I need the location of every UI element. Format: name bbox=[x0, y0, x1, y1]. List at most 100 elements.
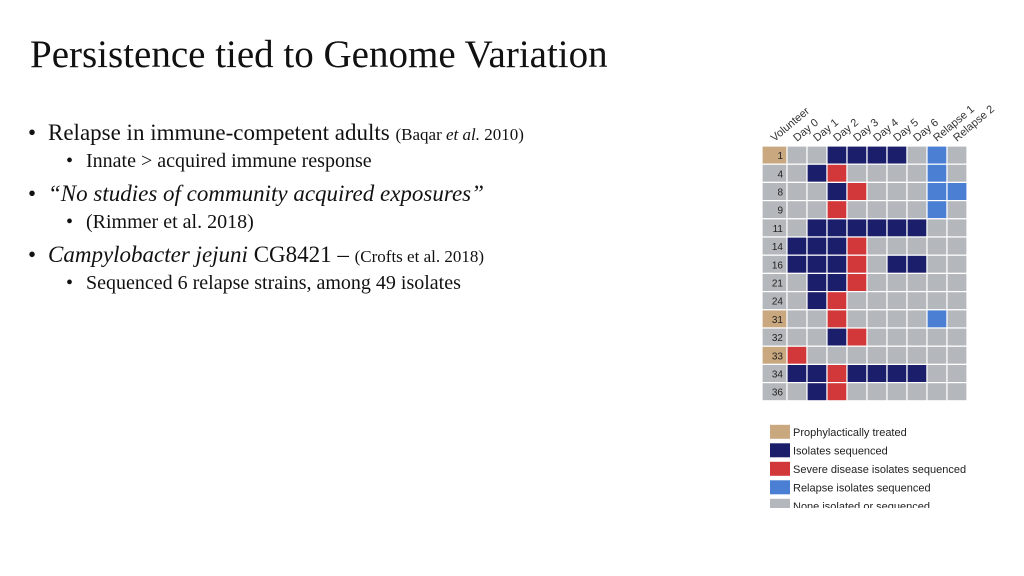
heat-cell bbox=[926, 218, 948, 238]
legend-label: Severe disease isolates sequenced bbox=[793, 464, 966, 476]
heat-cell bbox=[806, 309, 828, 329]
bullet-text: Relapse in immune-competent adults bbox=[48, 120, 396, 145]
heat-cell bbox=[826, 291, 848, 311]
heat-cell bbox=[866, 236, 888, 256]
heat-cell bbox=[826, 327, 848, 347]
heat-cell bbox=[806, 236, 828, 256]
heat-cell bbox=[886, 309, 908, 329]
heat-cell bbox=[886, 254, 908, 274]
heat-cell bbox=[886, 291, 908, 311]
heat-cell bbox=[886, 163, 908, 183]
heat-cell bbox=[846, 272, 868, 293]
heat-cell bbox=[926, 181, 948, 202]
bullet-text: Sequenced 6 relapse strains, among 49 is… bbox=[86, 272, 461, 294]
bullet: Innate > acquired immune response bbox=[28, 150, 728, 173]
heat-cell bbox=[946, 199, 968, 220]
heat-cell bbox=[886, 145, 908, 165]
heat-cell bbox=[946, 309, 968, 329]
heat-cell bbox=[846, 382, 868, 402]
heat-cell bbox=[806, 145, 828, 165]
bullet: Campylobacter jejuni CG8421 – (Crofts et… bbox=[28, 242, 728, 268]
heat-cell bbox=[946, 145, 968, 165]
bullet-text: “No studies of community acquired exposu… bbox=[48, 181, 484, 206]
heat-cell bbox=[886, 199, 908, 220]
heat-cell bbox=[886, 181, 908, 202]
heat-cell bbox=[846, 345, 868, 366]
heat-cell bbox=[826, 363, 848, 384]
heat-cell bbox=[846, 218, 868, 238]
heat-cell bbox=[906, 345, 928, 366]
heat-cell bbox=[786, 145, 808, 165]
heat-cell bbox=[886, 272, 908, 293]
heat-cell bbox=[926, 363, 948, 384]
legend-swatch bbox=[770, 443, 790, 458]
heat-cell bbox=[806, 363, 828, 384]
heat-cell bbox=[906, 199, 928, 220]
volunteer-label: 11 bbox=[773, 224, 784, 235]
bullet: “No studies of community acquired exposu… bbox=[28, 181, 728, 207]
heat-cell bbox=[826, 254, 848, 274]
heat-cell bbox=[906, 236, 928, 256]
heat-cell bbox=[806, 291, 828, 311]
heat-cell bbox=[926, 309, 948, 329]
heat-cell bbox=[806, 218, 828, 238]
heat-cell bbox=[786, 236, 808, 256]
heat-cell bbox=[906, 163, 928, 183]
heat-cell bbox=[866, 254, 888, 274]
heat-cell bbox=[786, 345, 808, 366]
heat-cell bbox=[866, 327, 888, 347]
heat-cell bbox=[826, 199, 848, 220]
heat-cell bbox=[926, 327, 948, 347]
heat-cell bbox=[926, 272, 948, 293]
heat-cell bbox=[866, 382, 888, 402]
heat-cell bbox=[846, 363, 868, 384]
heat-cell bbox=[826, 309, 848, 329]
legend-swatch bbox=[770, 424, 790, 439]
heat-cell bbox=[946, 254, 968, 274]
heat-cell bbox=[846, 291, 868, 311]
heat-cell bbox=[866, 363, 888, 384]
heat-cell bbox=[906, 254, 928, 274]
heat-cell bbox=[786, 272, 808, 293]
bullet-text: (Crofts et al. 2018) bbox=[354, 247, 484, 266]
volunteer-label: 24 bbox=[772, 297, 784, 308]
heat-cell bbox=[846, 327, 868, 347]
legend-label: Relapse isolates sequenced bbox=[793, 482, 931, 494]
heat-cell bbox=[926, 199, 948, 220]
heat-cell bbox=[786, 382, 808, 402]
legend-label: Prophylactically treated bbox=[793, 427, 907, 439]
heat-cell bbox=[946, 327, 968, 347]
volunteer-cell bbox=[761, 145, 788, 165]
heat-cell bbox=[946, 272, 968, 293]
volunteer-label: 16 bbox=[772, 260, 784, 271]
heat-cell bbox=[886, 327, 908, 347]
heat-cell bbox=[926, 254, 948, 274]
legend-swatch bbox=[770, 498, 790, 508]
heat-cell bbox=[826, 218, 848, 238]
heat-cell bbox=[926, 145, 948, 165]
heat-cell bbox=[866, 291, 888, 311]
heat-cell bbox=[786, 163, 808, 183]
bullet: (Rimmer et al. 2018) bbox=[28, 211, 728, 234]
heat-cell bbox=[786, 363, 808, 384]
bullet-text: CG8421 – bbox=[247, 242, 355, 267]
heat-cell bbox=[906, 327, 928, 347]
heat-cell bbox=[946, 363, 968, 384]
volunteer-cell bbox=[761, 163, 788, 183]
heat-cell bbox=[906, 145, 928, 165]
heat-cell bbox=[866, 181, 888, 202]
heat-cell bbox=[826, 163, 848, 183]
heat-cell bbox=[786, 218, 808, 238]
heat-cell bbox=[786, 199, 808, 220]
heat-cell bbox=[886, 382, 908, 402]
heat-cell bbox=[846, 145, 868, 165]
volunteer-label: 34 bbox=[772, 370, 784, 381]
heat-cell bbox=[806, 327, 828, 347]
heat-cell bbox=[886, 345, 908, 366]
heat-cell bbox=[806, 272, 828, 293]
heat-cell bbox=[926, 382, 948, 402]
heat-cell bbox=[906, 382, 928, 402]
volunteer-label: 21 bbox=[772, 279, 784, 290]
